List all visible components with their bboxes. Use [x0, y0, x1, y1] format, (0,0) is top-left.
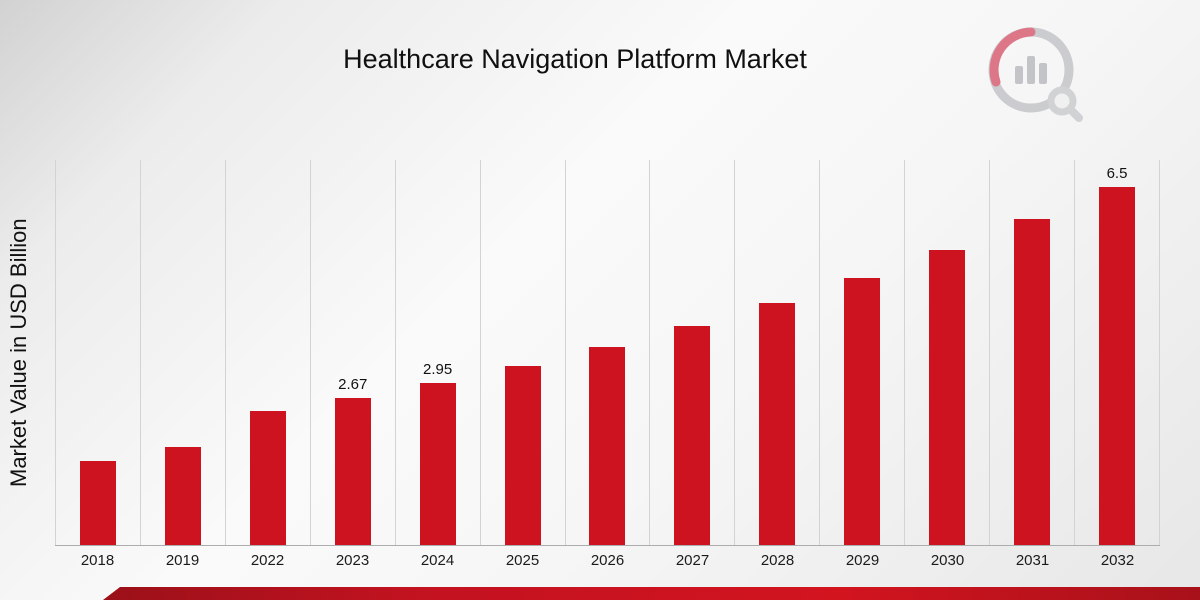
bar-2025 — [504, 366, 541, 545]
x-tick-label-2031: 2031 — [1015, 552, 1050, 569]
bar-2023 — [334, 398, 371, 545]
grid-column-2024: 2.95 — [394, 160, 480, 545]
bar-2026 — [589, 347, 626, 545]
bar-value-label-2024: 2.95 — [423, 361, 453, 378]
footer-accent-stripe — [103, 587, 1200, 600]
market-research-logo-icon — [988, 27, 1083, 122]
bar-2018 — [79, 461, 116, 545]
x-tick-label-2018: 2018 — [80, 552, 115, 569]
x-tick-label-2026: 2026 — [590, 552, 625, 569]
y-axis-label: Market Value in USD Billion — [6, 218, 31, 487]
bar-2031 — [1014, 219, 1051, 545]
bar-2024 — [419, 383, 456, 545]
grid-column-2031 — [989, 160, 1074, 545]
x-tick-label-2025: 2025 — [505, 552, 540, 569]
grid-column-2026 — [564, 160, 650, 545]
x-tick-label-2027: 2027 — [675, 552, 710, 569]
bar-2028 — [759, 303, 796, 545]
grid-column-2032: 6.5 — [1074, 160, 1160, 545]
grid-column-2023: 2.67 — [309, 160, 395, 545]
bar-2032 — [1099, 187, 1136, 545]
grid-column-2018 — [55, 160, 140, 545]
x-axis-ticks: 2018 2019 2022 2023 2024 2025 2026 2027 2028 2029… — [55, 552, 1160, 569]
bar-2029 — [844, 278, 881, 545]
plot-area: 2.67 2.95 6.5 — [55, 160, 1160, 546]
x-tick-label-2028: 2028 — [760, 552, 795, 569]
x-tick-label-2032: 2032 — [1100, 552, 1135, 569]
bar-value-label-2032: 6.5 — [1106, 165, 1128, 182]
grid-column-2022 — [224, 160, 310, 545]
grid-column-2030 — [904, 160, 989, 545]
x-tick-label-2023: 2023 — [335, 552, 370, 569]
grid-column-2028 — [734, 160, 819, 545]
grid-column-2029 — [819, 160, 904, 545]
chart-title: Healthcare Navigation Platform Market — [343, 44, 807, 74]
x-tick-label-2024: 2024 — [420, 552, 455, 569]
grid-column-2019 — [139, 160, 225, 545]
bar-2027 — [674, 326, 711, 545]
grid-column-2025 — [479, 160, 565, 545]
bar-value-label-2023: 2.67 — [338, 376, 368, 393]
x-tick-label-2022: 2022 — [250, 552, 285, 569]
x-tick-label-2019: 2019 — [165, 552, 200, 569]
bar-2030 — [929, 250, 966, 545]
x-tick-label-2030: 2030 — [930, 552, 965, 569]
x-tick-label-2029: 2029 — [845, 552, 880, 569]
grid-column-2027 — [649, 160, 734, 545]
bar-2019 — [164, 447, 201, 545]
bar-2022 — [249, 411, 286, 545]
